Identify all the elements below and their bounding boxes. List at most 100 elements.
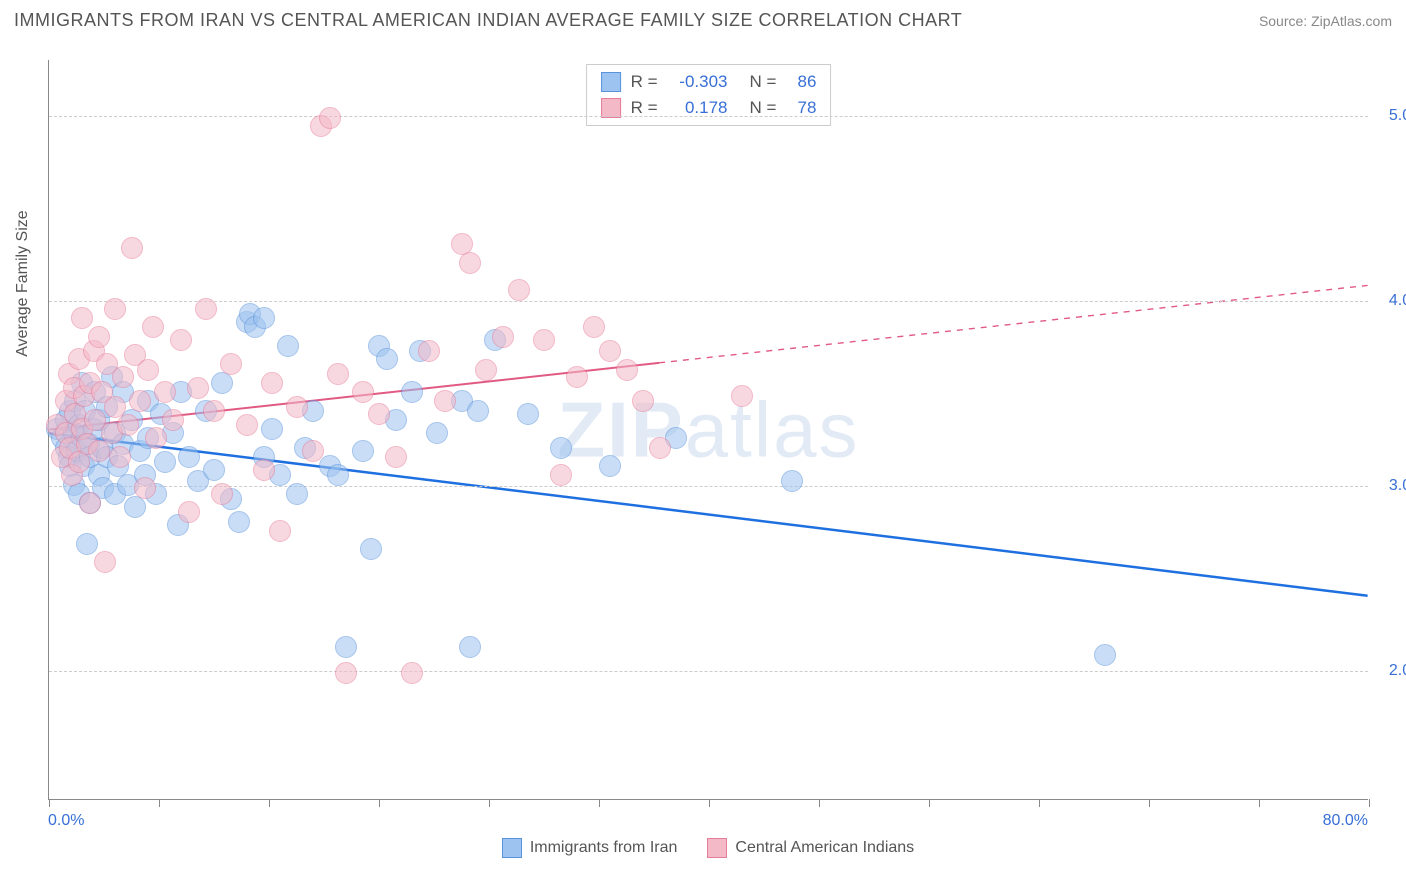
data-point-cai xyxy=(154,381,176,403)
n-value: 78 xyxy=(786,95,816,121)
data-point-cai xyxy=(162,409,184,431)
r-value: -0.303 xyxy=(668,69,728,95)
data-point-iran xyxy=(286,483,308,505)
data-point-cai xyxy=(88,440,110,462)
data-point-cai xyxy=(195,298,217,320)
chart-plot-area: ZIPatlas R =-0.303N =86R =0.178N =78 2.0… xyxy=(48,60,1368,800)
x-tick xyxy=(1149,799,1150,807)
data-point-iran xyxy=(253,307,275,329)
data-point-iran xyxy=(401,381,423,403)
y-tick-label: 2.00 xyxy=(1374,662,1406,680)
data-point-iran xyxy=(261,418,283,440)
data-point-cai xyxy=(79,492,101,514)
data-point-iran xyxy=(360,538,382,560)
gridline xyxy=(49,116,1368,117)
data-point-iran xyxy=(335,636,357,658)
data-point-iran xyxy=(1094,644,1116,666)
data-point-iran xyxy=(781,470,803,492)
data-point-cai xyxy=(187,377,209,399)
trendline-cai-extrapolated xyxy=(659,285,1368,362)
chart-title: IMMIGRANTS FROM IRAN VS CENTRAL AMERICAN… xyxy=(14,10,962,31)
data-point-cai xyxy=(134,477,156,499)
data-point-iran xyxy=(376,348,398,370)
data-point-iran xyxy=(352,440,374,462)
data-point-cai xyxy=(459,252,481,274)
data-point-cai xyxy=(566,366,588,388)
data-point-iran xyxy=(277,335,299,357)
data-point-cai xyxy=(253,459,275,481)
data-point-iran xyxy=(550,437,572,459)
series-legend: Immigrants from Iran Central American Ind… xyxy=(48,838,1368,858)
legend-label: Central American Indians xyxy=(735,839,914,857)
x-tick xyxy=(49,799,50,807)
gridline xyxy=(49,486,1368,487)
data-point-cai xyxy=(418,340,440,362)
x-tick xyxy=(159,799,160,807)
data-point-cai xyxy=(616,359,638,381)
data-point-cai xyxy=(550,464,572,486)
data-point-cai xyxy=(302,440,324,462)
data-point-cai xyxy=(335,662,357,684)
data-point-cai xyxy=(352,381,374,403)
legend-item-iran: Immigrants from Iran xyxy=(502,838,678,858)
x-tick xyxy=(709,799,710,807)
data-point-cai xyxy=(599,340,621,362)
y-axis-label: Average Family Size xyxy=(14,210,32,356)
data-point-cai xyxy=(71,307,93,329)
data-point-iran xyxy=(76,533,98,555)
legend-stat-row-iran: R =-0.303N =86 xyxy=(601,69,817,95)
x-tick xyxy=(489,799,490,807)
data-point-cai xyxy=(94,551,116,573)
x-max-label: 80.0% xyxy=(1323,812,1368,830)
legend-swatch xyxy=(502,838,522,858)
data-point-cai xyxy=(533,329,555,351)
data-point-cai xyxy=(269,520,291,542)
data-point-iran xyxy=(599,455,621,477)
gridline xyxy=(49,671,1368,672)
data-point-cai xyxy=(203,400,225,422)
data-point-cai xyxy=(492,326,514,348)
data-point-cai xyxy=(129,390,151,412)
data-point-cai xyxy=(649,437,671,459)
x-min-label: 0.0% xyxy=(48,812,84,830)
data-point-cai xyxy=(121,237,143,259)
data-point-cai xyxy=(142,316,164,338)
x-tick xyxy=(1259,799,1260,807)
data-point-cai xyxy=(112,366,134,388)
data-point-cai xyxy=(401,662,423,684)
data-point-cai xyxy=(434,390,456,412)
data-point-iran xyxy=(154,451,176,473)
legend-item-cai: Central American Indians xyxy=(707,838,914,858)
data-point-cai xyxy=(145,427,167,449)
x-tick xyxy=(1039,799,1040,807)
legend-stat-row-cai: R =0.178N =78 xyxy=(601,95,817,121)
data-point-cai xyxy=(109,446,131,468)
x-tick xyxy=(929,799,930,807)
data-point-cai xyxy=(319,107,341,129)
data-point-cai xyxy=(508,279,530,301)
data-point-cai xyxy=(211,483,233,505)
data-point-iran xyxy=(327,464,349,486)
data-point-cai xyxy=(286,396,308,418)
data-point-cai xyxy=(117,414,139,436)
data-point-cai xyxy=(368,403,390,425)
data-point-iran xyxy=(517,403,539,425)
data-point-cai xyxy=(583,316,605,338)
data-point-cai xyxy=(88,326,110,348)
data-point-cai xyxy=(385,446,407,468)
data-point-iran xyxy=(467,400,489,422)
x-tick xyxy=(1369,799,1370,807)
r-value: 0.178 xyxy=(668,95,728,121)
n-label: N = xyxy=(750,69,777,95)
data-point-iran xyxy=(459,636,481,658)
data-point-cai xyxy=(261,372,283,394)
legend-swatch xyxy=(601,72,621,92)
x-tick xyxy=(819,799,820,807)
x-tick xyxy=(269,799,270,807)
data-point-cai xyxy=(731,385,753,407)
data-point-iran xyxy=(203,459,225,481)
data-point-cai xyxy=(137,359,159,381)
data-point-cai xyxy=(104,298,126,320)
r-label: R = xyxy=(631,69,658,95)
n-label: N = xyxy=(750,95,777,121)
